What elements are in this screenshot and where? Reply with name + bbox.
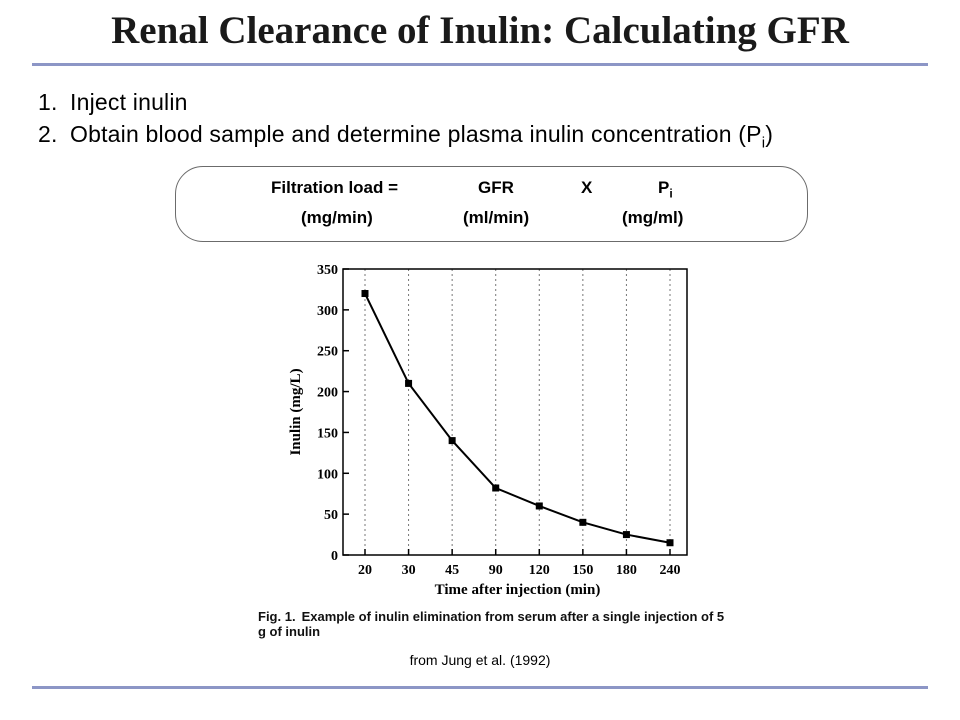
y-ticks: 0 50 100 150 200 250 300 350 (317, 263, 349, 564)
caption-label: Fig. 1. (258, 609, 296, 624)
formula-unit-gfr: (ml/min) (463, 208, 530, 227)
bottom-divider (32, 686, 928, 689)
y-tick-label: 50 (324, 508, 338, 523)
step-1: 1. Inject inulin (38, 86, 773, 118)
y-axis-label: Inulin (mg/L) (288, 368, 304, 455)
x-tick-label: 20 (358, 563, 372, 578)
formula-p: Pi (658, 178, 673, 201)
x-tick-label: 150 (572, 563, 593, 578)
formula-times: X (581, 178, 593, 197)
x-tick-label: 120 (529, 563, 550, 578)
step-text: Obtain blood sample and determine plasma… (70, 121, 762, 147)
formula-unit-load: (mg/min) (301, 208, 373, 227)
slide-title: Renal Clearance of Inulin: Calculating G… (111, 9, 849, 52)
step-text-end: ) (765, 121, 774, 147)
figure-caption: Fig. 1. Example of inulin elimination fro… (258, 609, 728, 639)
x-tick-label: 240 (660, 563, 681, 578)
chart-grid (364, 269, 671, 555)
plot-frame (342, 268, 688, 556)
step-number: 1. (38, 89, 58, 115)
y-tick-label: 200 (317, 386, 338, 401)
top-divider (32, 63, 928, 66)
formula-box: Filtration load = GFR X Pi (mg/min) (ml/… (175, 166, 808, 242)
y-tick-label: 250 (317, 345, 338, 360)
y-tick-label: 0 (331, 549, 338, 564)
data-point (361, 290, 369, 298)
source-credit: from Jung et al. (1992) (409, 652, 551, 668)
steps-list: 1. Inject inulin 2. Obtain blood sample an… (38, 86, 773, 160)
x-ticks: 20 30 45 90 120 150 180 240 (358, 549, 681, 578)
formula-gfr: GFR (478, 178, 514, 197)
data-point (579, 518, 587, 526)
step-number: 2. (38, 121, 58, 147)
y-tick-label: 300 (317, 304, 338, 319)
x-tick-label: 45 (445, 563, 459, 578)
data-points (361, 290, 674, 547)
formula-label: Filtration load = (271, 178, 399, 197)
chart-axes (342, 268, 688, 556)
x-tick-label: 180 (616, 563, 637, 578)
y-tick-label: 150 (317, 426, 338, 441)
step-text: Inject inulin (70, 89, 188, 115)
step-subscript: i (761, 134, 766, 152)
data-point (492, 484, 500, 492)
data-point (535, 502, 543, 510)
data-point (622, 531, 630, 539)
y-tick-label: 100 (317, 467, 338, 482)
series-line (364, 293, 671, 544)
caption-text: Example of inulin elimination from serum… (258, 609, 725, 639)
data-point (666, 539, 674, 547)
x-tick-label: 30 (402, 563, 416, 578)
data-point (448, 437, 456, 445)
formula-unit-p: (mg/ml) (622, 208, 684, 227)
step-2: 2. Obtain blood sample and determine plas… (38, 118, 773, 160)
y-tick-label: 350 (317, 263, 338, 278)
data-point (405, 379, 413, 387)
x-tick-label: 90 (489, 563, 503, 578)
x-axis-label: Time after injection (min) (435, 582, 601, 598)
